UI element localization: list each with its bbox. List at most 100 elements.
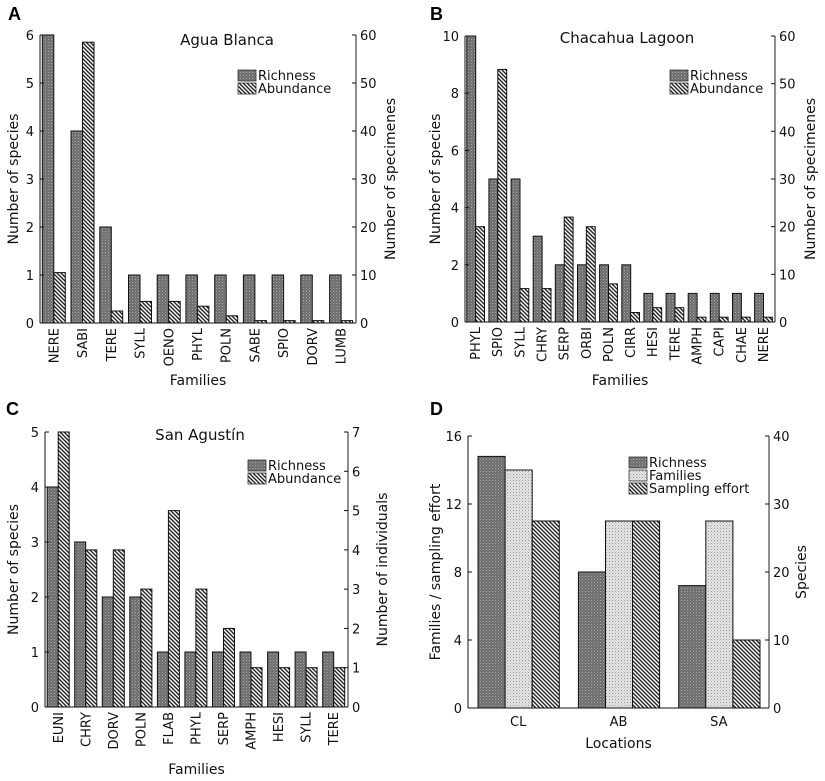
bar-abundance-syll: [139, 300, 152, 324]
y-tick-label: 4: [26, 125, 34, 140]
y2-tick-label: 7: [352, 426, 360, 441]
y2-tick-label: 10: [779, 268, 796, 283]
bar-abundance-oeno: [168, 300, 181, 324]
bar-sampling-effort-cl: [531, 520, 560, 709]
y2-tick-label: 10: [773, 634, 790, 649]
bar-abundance-capi: [718, 316, 729, 323]
x-tick-label: FLAB: [162, 712, 177, 745]
x-tick-label: SPIO: [491, 327, 506, 357]
y2-tick-label: 30: [779, 173, 796, 188]
y2-axis-label: Number of individuals: [375, 493, 391, 647]
bar-richness-serp: [212, 651, 224, 708]
y-tick-label: 2: [451, 259, 459, 274]
y2-tick-label: 40: [360, 125, 377, 140]
x-tick-label: CL: [510, 715, 527, 730]
y-tick-label: 3: [26, 173, 34, 188]
x-tick-label: HESI: [646, 327, 661, 357]
legend-label: Abundance: [268, 472, 341, 487]
bar-abundance-orbi: [585, 226, 596, 323]
y2-tick-label: 10: [360, 269, 377, 284]
bar-abundance-chae: [740, 316, 751, 323]
x-tick-label: SABE: [249, 328, 264, 363]
bar-richness-chae: [732, 292, 742, 323]
bar-richness-tere: [665, 292, 676, 323]
x-tick-label: POLN: [220, 328, 235, 363]
bar-richness-amph: [239, 651, 252, 708]
panel-letter: C: [6, 399, 19, 419]
bar-richness-capi: [709, 292, 720, 323]
x-tick-label: SPIO: [277, 328, 292, 358]
x-tick-label: OENO: [162, 328, 177, 366]
bar-families-ab: [605, 520, 634, 709]
bar-richness-dorv: [300, 274, 313, 324]
bar-richness-syll: [128, 274, 141, 324]
bar-abundance-sabi: [82, 41, 95, 324]
bar-abundance-amph: [696, 316, 707, 323]
x-axis-label: Families: [170, 373, 227, 389]
y2-tick-label: 0: [779, 316, 787, 331]
y2-tick-label: 40: [773, 430, 790, 445]
legend-label: Abundance: [690, 82, 763, 97]
x-tick-label: TERE: [105, 328, 120, 362]
y2-tick-label: 1: [352, 662, 360, 677]
bar-abundance-hesi: [652, 307, 663, 323]
y2-tick-label: 40: [779, 125, 796, 140]
x-tick-label: SERP: [558, 327, 573, 360]
legend-swatch-sampling-effort: [628, 482, 648, 495]
x-tick-label: SERP: [217, 712, 232, 745]
x-tick-label: SYLL: [300, 711, 315, 742]
bar-richness-cirr: [621, 264, 632, 323]
panel-a: A Agua Blanca NERE SABI TERE SYLL OENO PHYL POLN…: [6, 4, 399, 389]
bar-richness-lumb: [329, 274, 342, 324]
chart-title: Agua Blanca: [180, 31, 274, 49]
y-tick-label: 8: [451, 87, 459, 102]
bar-abundance-chry: [85, 549, 98, 708]
bar-abundance-flab: [167, 510, 180, 708]
bar-abundance-syll: [519, 288, 530, 323]
y2-tick-label: 30: [773, 498, 790, 513]
x-tick-label: PHYL: [190, 711, 205, 745]
bar-abundance-euni: [57, 431, 70, 708]
legend-swatch-abundance: [237, 82, 257, 95]
y2-tick-label: 50: [360, 77, 377, 92]
x-tick-label: CIRR: [624, 327, 639, 358]
y-tick-label: 4: [454, 634, 462, 649]
y2-axis-label: Number of specimenes: [803, 98, 819, 260]
x-tick-label: TERE: [668, 327, 683, 361]
bar-richness-syll: [294, 651, 307, 708]
x-tick-label: AMPH: [691, 327, 706, 365]
y-axis-label: Number of species: [6, 504, 22, 635]
y-tick-label: 6: [451, 144, 459, 159]
x-tick-label: PHYL: [191, 327, 206, 361]
bar-richness-flab: [156, 651, 169, 708]
x-tick-label: HESI: [272, 712, 287, 742]
x-tick-label: SYLL: [513, 326, 528, 357]
bar-richness-tere: [99, 226, 112, 324]
bar-abundance-nere: [763, 316, 773, 323]
y-axis-label: Number of species: [428, 114, 444, 245]
x-tick-label: AB: [610, 715, 628, 730]
panel-letter: A: [8, 4, 21, 24]
y-tick-label: 8: [454, 566, 462, 581]
x-tick-label: CHRY: [79, 712, 94, 747]
y-tick-label: 12: [445, 498, 462, 513]
bar-abundance-chry: [541, 288, 552, 323]
y-tick-label: 2: [26, 221, 34, 236]
bar-families-sa: [705, 520, 734, 709]
bar-richness-chry: [74, 541, 87, 708]
bar-abundance-tere: [333, 667, 346, 708]
x-tick-label: POLN: [602, 327, 617, 362]
y-tick-label: 1: [26, 269, 34, 284]
y2-tick-label: 20: [360, 221, 377, 236]
x-tick-label: CAPI: [713, 327, 728, 357]
bar-abundance-dorv: [112, 549, 125, 708]
bar-richness-hesi: [643, 292, 654, 323]
bar-abundance-tere: [110, 310, 124, 324]
bar-abundance-serp: [223, 627, 235, 708]
legend-label: Sampling effort: [649, 482, 749, 497]
y-tick-label: 2: [31, 591, 39, 606]
y2-tick-label: 50: [779, 78, 796, 93]
bar-abundance-tere: [674, 307, 685, 323]
